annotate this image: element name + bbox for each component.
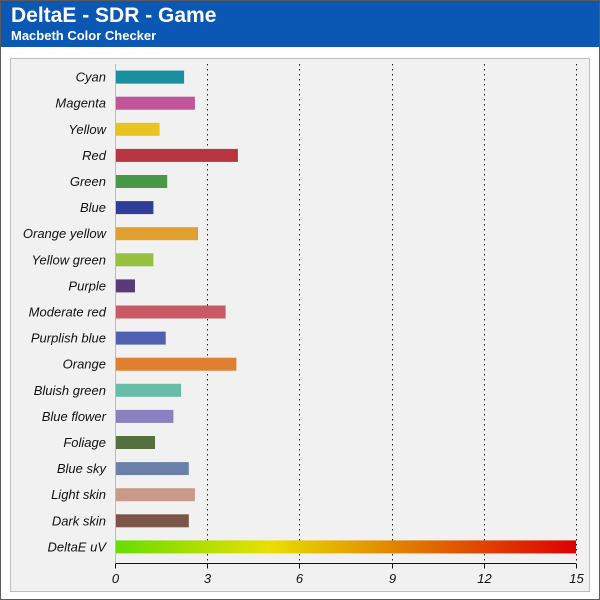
grid-lines xyxy=(207,64,577,563)
category-label-deltae-uv: DeltaE uV xyxy=(47,539,107,554)
bar-magenta xyxy=(115,96,195,110)
category-label-moderate-red: Moderate red xyxy=(29,305,107,320)
category-label-blue-sky: Blue sky xyxy=(57,461,108,476)
category-label-orange-yellow: Orange yellow xyxy=(23,226,108,241)
bar-purple xyxy=(115,279,135,293)
bar-yellow xyxy=(115,122,160,136)
category-label-cyan: Cyan xyxy=(76,70,106,85)
bar-foliage xyxy=(115,436,155,449)
bar-purplish-blue xyxy=(115,331,166,345)
x-axis: 0 3 6 9 12 15 xyxy=(112,64,584,586)
category-label-bluish-green: Bluish green xyxy=(34,383,106,398)
x-tick-label-3: 3 xyxy=(204,571,212,586)
bar-bluish-green xyxy=(115,383,182,397)
category-label-magenta: Magenta xyxy=(55,96,106,111)
category-label-green: Green xyxy=(70,174,106,189)
category-label-foliage: Foliage xyxy=(63,435,106,450)
chart-header: DeltaE - SDR - Game Macbeth Color Checke… xyxy=(1,1,599,47)
bar-green xyxy=(115,175,168,188)
category-label-light-skin: Light skin xyxy=(51,487,106,502)
category-label-red: Red xyxy=(82,148,107,163)
bars xyxy=(115,70,576,554)
x-tick-label-9: 9 xyxy=(389,571,396,586)
bar-orange-yellow xyxy=(115,227,198,241)
x-tick-label-0: 0 xyxy=(112,571,120,586)
category-label-blue: Blue xyxy=(80,200,106,215)
bar-yellow-green xyxy=(115,253,154,267)
bar-cyan xyxy=(115,70,185,84)
bar-blue-sky xyxy=(115,462,189,476)
x-tick-label-12: 12 xyxy=(477,571,492,586)
bar-blue xyxy=(115,201,154,215)
bar-dark-skin xyxy=(115,514,189,528)
x-tick-label-6: 6 xyxy=(296,571,304,586)
chart-title: DeltaE - SDR - Game xyxy=(11,4,217,27)
x-tick-label-15: 15 xyxy=(569,571,584,586)
category-labels: Cyan Magenta Yellow Red Green Blue Orange yell… xyxy=(23,70,108,555)
bar-deltae-uv xyxy=(115,540,576,554)
bar-blue-flower xyxy=(115,409,174,423)
bar-orange xyxy=(115,357,237,371)
bar-red xyxy=(115,148,238,162)
bar-light-skin xyxy=(115,488,195,502)
category-label-blue-flower: Blue flower xyxy=(42,409,107,424)
category-label-purple: Purple xyxy=(68,278,106,293)
bar-moderate-red xyxy=(115,305,226,319)
category-label-yellow: Yellow xyxy=(68,122,107,137)
category-label-orange: Orange xyxy=(63,357,106,372)
chart-subtitle: Macbeth Color Checker xyxy=(11,28,157,43)
category-label-dark-skin: Dark skin xyxy=(52,513,106,528)
category-label-yellow-green: Yellow green xyxy=(32,252,106,267)
category-label-purplish-blue: Purplish blue xyxy=(31,331,106,346)
